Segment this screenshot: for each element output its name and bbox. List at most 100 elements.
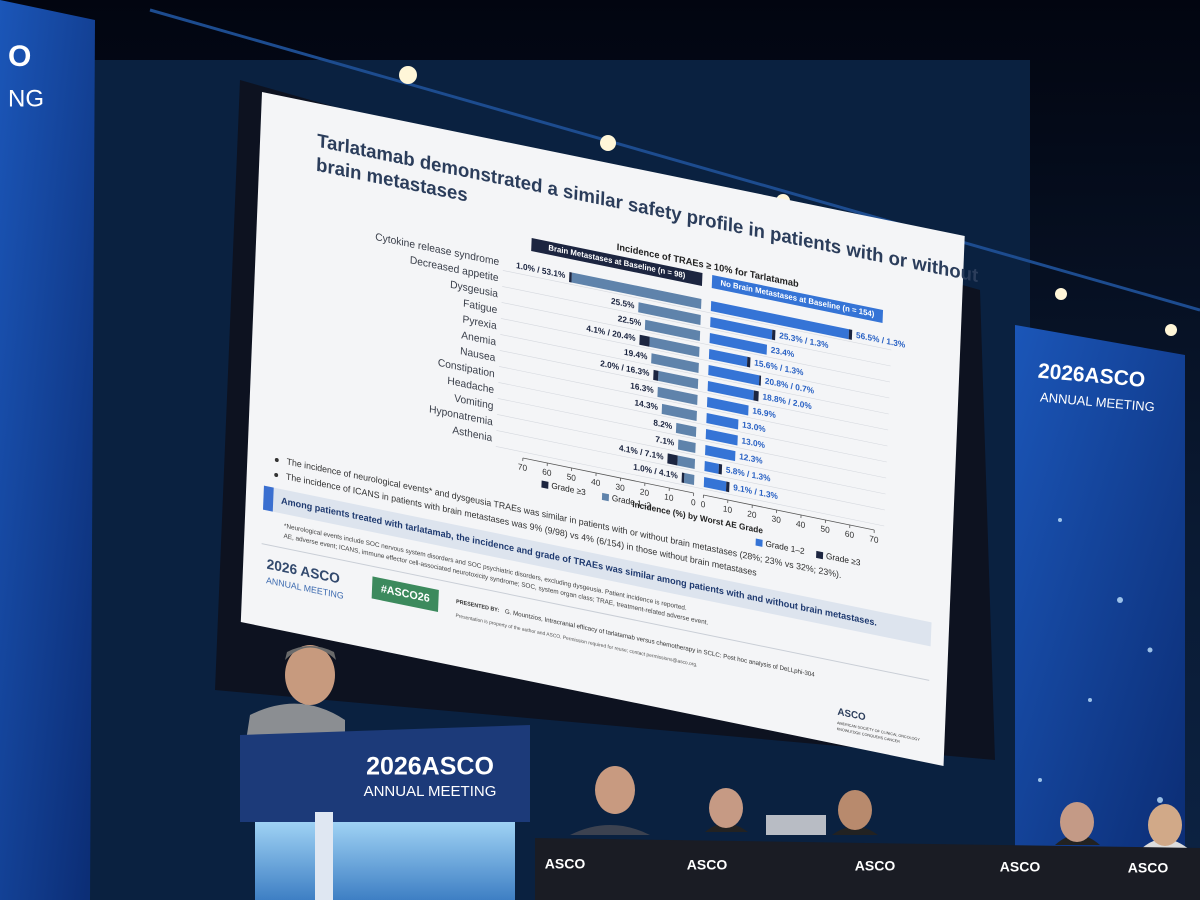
bar [681, 472, 685, 483]
bar [703, 477, 727, 492]
bar [677, 439, 696, 454]
row-rule [502, 270, 892, 351]
legend-swatch [601, 492, 610, 502]
bullet [274, 472, 279, 478]
legend-swatch [755, 538, 763, 547]
bar [708, 365, 760, 386]
row-rule [501, 302, 891, 383]
bar [771, 329, 776, 341]
left-banner-text: NG [8, 85, 44, 112]
row-rule [495, 446, 885, 527]
key-message-box [263, 485, 932, 647]
value-label: 15.6% / 1.3% [754, 357, 804, 377]
value-label-part: 20.4% [612, 328, 636, 343]
row-rule [500, 318, 890, 399]
x-tick-label: 0 [691, 497, 696, 508]
bar [705, 445, 736, 462]
value-label: 8.2% [653, 417, 673, 431]
row-rule [500, 334, 889, 415]
x-tick-label: 10 [723, 503, 733, 515]
legend-swatch [816, 550, 824, 560]
x-tick-label: 60 [845, 528, 855, 540]
bar [706, 397, 749, 416]
value-label-part: 13.0% [742, 420, 766, 435]
value-label-part: 25.3% [779, 330, 803, 345]
panel-header [531, 238, 703, 287]
x-tick-label: 10 [664, 491, 674, 503]
x-tick-label: 70 [518, 461, 528, 473]
value-label: 4.1% / 7.1% [619, 443, 665, 462]
table-labels: ASCO ASCO ASCO ASCO ASCO [545, 856, 1169, 876]
value-label-part: 18.8% [762, 391, 786, 406]
value-label: 16.9% [752, 405, 776, 420]
value-label: 56.5% / 1.3% [856, 330, 906, 350]
bar [638, 302, 701, 326]
value-label-part: 13.0% [741, 436, 765, 451]
value-label-part: 25.5% [611, 296, 635, 311]
value-label: 12.3% [739, 451, 763, 466]
x-tick-label: 40 [591, 476, 601, 488]
axis-line [703, 494, 875, 531]
x-tick-label: 40 [796, 518, 806, 530]
panel-table [535, 838, 1200, 900]
value-label-part: 1.3% [886, 336, 906, 350]
row-rule [496, 430, 885, 511]
value-label-part: 23.4% [771, 345, 795, 360]
label-separator: / [535, 264, 542, 275]
row-rule [498, 382, 887, 463]
value-label: 19.4% [624, 347, 648, 362]
row-rule [502, 286, 891, 367]
value-label: 16.3% [630, 380, 654, 395]
row-rule [499, 350, 889, 431]
bar [658, 370, 699, 390]
slide: Tarlatamab demonstrated a similar safety… [240, 92, 979, 767]
value-label-part: 0.7% [795, 382, 815, 396]
value-label-part: 8.2% [653, 417, 673, 431]
value-label: 4.1% / 20.4% [586, 323, 636, 343]
value-label: 2.0% / 16.3% [600, 358, 650, 378]
banner-dots [1038, 518, 1163, 803]
bar [569, 271, 572, 283]
value-label-part: 19.4% [624, 347, 648, 362]
value-label: 5.8% / 1.3% [726, 465, 772, 484]
value-label-part: 20.8% [765, 376, 789, 391]
podium-subtitle: ANNUAL MEETING [364, 783, 497, 800]
row-rule [497, 414, 886, 495]
bar [675, 422, 697, 438]
right-banner [1015, 325, 1185, 890]
x-tick-label: 70 [869, 533, 879, 545]
value-label: 20.8% / 0.7% [765, 376, 815, 396]
value-label: 25.3% / 1.3% [779, 330, 829, 350]
bar [667, 453, 678, 466]
value-label: 7.1% [655, 434, 675, 448]
value-label: 9.1% / 1.3% [733, 482, 779, 501]
label-separator: / [802, 335, 809, 346]
table-label: ASCO [687, 857, 728, 873]
label-separator: / [786, 396, 793, 407]
row-rule [498, 366, 888, 447]
x-tick-label: 20 [640, 486, 650, 498]
label-separator: / [778, 362, 785, 373]
value-label-part: 14.3% [634, 397, 658, 412]
value-label-part: 12.3% [739, 451, 763, 466]
podium-title: 2026ASCO [366, 753, 494, 781]
table-label: ASCO [1128, 860, 1169, 876]
value-label-part: 16.3% [630, 380, 654, 395]
axis-line [522, 457, 694, 494]
bar [725, 481, 730, 493]
bar [753, 390, 759, 402]
bar [710, 301, 850, 340]
value-label-part: 53.1% [542, 266, 566, 281]
bar [677, 455, 696, 470]
value-label: 22.5% [618, 313, 642, 328]
bar [639, 334, 650, 347]
value-label-part: 4.1% [586, 323, 606, 337]
bar [653, 369, 659, 381]
podium-post [315, 812, 333, 900]
bar [709, 333, 768, 355]
value-label-part: 1.0% [516, 260, 536, 274]
table-label: ASCO [1000, 859, 1041, 875]
label-separator: / [619, 362, 626, 373]
x-tick-label: 50 [567, 471, 577, 483]
